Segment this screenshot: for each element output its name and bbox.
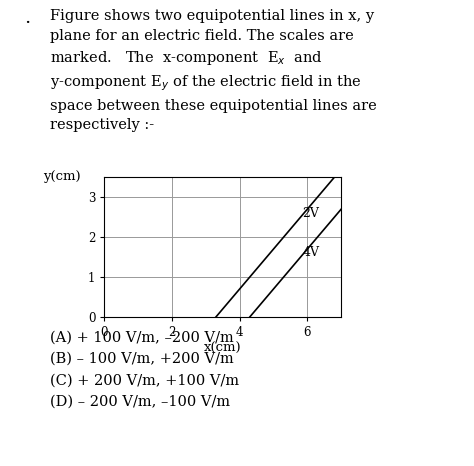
Text: .: . (24, 9, 30, 27)
Text: Figure shows two equipotential lines in x, y
plane for an electric field. The sc: Figure shows two equipotential lines in … (50, 9, 377, 132)
Text: (A) + 100 V/m, –200 V/m
(B) – 100 V/m, +200 V/m
(C) + 200 V/m, +100 V/m
(D) – 20: (A) + 100 V/m, –200 V/m (B) – 100 V/m, +… (50, 331, 239, 408)
X-axis label: x(cm): x(cm) (204, 342, 242, 355)
Text: 4V: 4V (302, 247, 319, 260)
Text: 2V: 2V (302, 206, 319, 219)
Y-axis label: y(cm): y(cm) (43, 170, 81, 183)
